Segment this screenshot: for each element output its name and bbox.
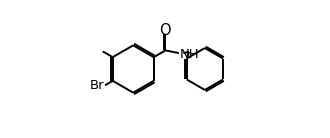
Text: NH: NH [180,48,199,61]
Text: O: O [160,23,171,38]
Text: Br: Br [90,79,104,92]
